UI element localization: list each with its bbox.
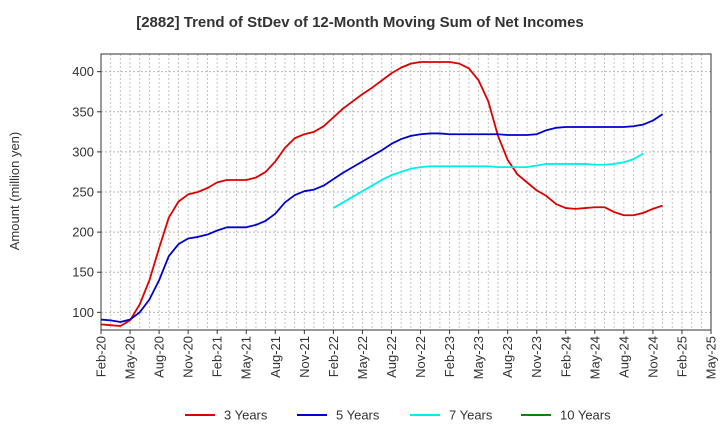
x-tick-label: May-21 (239, 336, 254, 379)
x-tick-label: Aug-24 (616, 336, 631, 378)
legend-label: 3 Years (224, 408, 268, 423)
y-tick-labels: 100 150 200 250 300 350 400 (72, 64, 94, 320)
x-tick-label: May-24 (587, 336, 602, 379)
y-tick-label: 200 (72, 225, 94, 240)
y-tick-label: 150 (72, 265, 94, 280)
x-tick-label: Aug-21 (268, 336, 283, 378)
x-tick-label: Nov-21 (297, 336, 312, 378)
series-lines (100, 61, 664, 327)
x-tick-labels: Feb-20 May-20 Aug-20 Nov-20 Feb-21 May-21 Aug-… (94, 336, 719, 379)
x-tick-label: May-25 (704, 336, 719, 379)
x-tick-label: Feb-23 (442, 336, 457, 377)
x-tick-label: Feb-20 (94, 336, 109, 377)
x-tick-label: Aug-22 (384, 336, 399, 378)
y-tick-label: 350 (72, 104, 94, 119)
x-tick-label: May-20 (123, 336, 138, 379)
x-tick-label: Nov-20 (181, 336, 196, 378)
x-tick-label: Nov-24 (645, 336, 660, 378)
legend-label: 5 Years (336, 408, 380, 423)
x-tick-label: Feb-25 (674, 336, 689, 377)
x-tick-label: Feb-22 (326, 336, 341, 377)
series-line-3-years (100, 61, 663, 327)
x-tick-label: Feb-24 (558, 336, 573, 377)
series-line-5-years (100, 113, 664, 323)
x-tick-label: Aug-20 (152, 336, 167, 378)
legend: 3 Years 5 Years 7 Years 10 Years (185, 408, 611, 423)
x-tick-label: Aug-23 (500, 336, 515, 378)
x-tick-label: Feb-21 (210, 336, 225, 377)
axes (97, 53, 712, 334)
chart-title: [2882] Trend of StDev of 12-Month Moving… (136, 14, 584, 31)
x-tick-label: Nov-23 (529, 336, 544, 378)
x-tick-label: Nov-22 (413, 336, 428, 378)
y-axis-title: Amount (million yen) (7, 132, 22, 251)
x-tick-label: May-22 (355, 336, 370, 379)
y-tick-label: 300 (72, 144, 94, 159)
x-tick-label: May-23 (471, 336, 486, 379)
y-tick-label: 100 (72, 305, 94, 320)
y-tick-label: 250 (72, 185, 94, 200)
legend-label: 10 Years (560, 408, 611, 423)
y-tick-label: 400 (72, 64, 94, 79)
series-line-7-years (332, 152, 644, 209)
legend-label: 7 Years (449, 408, 493, 423)
